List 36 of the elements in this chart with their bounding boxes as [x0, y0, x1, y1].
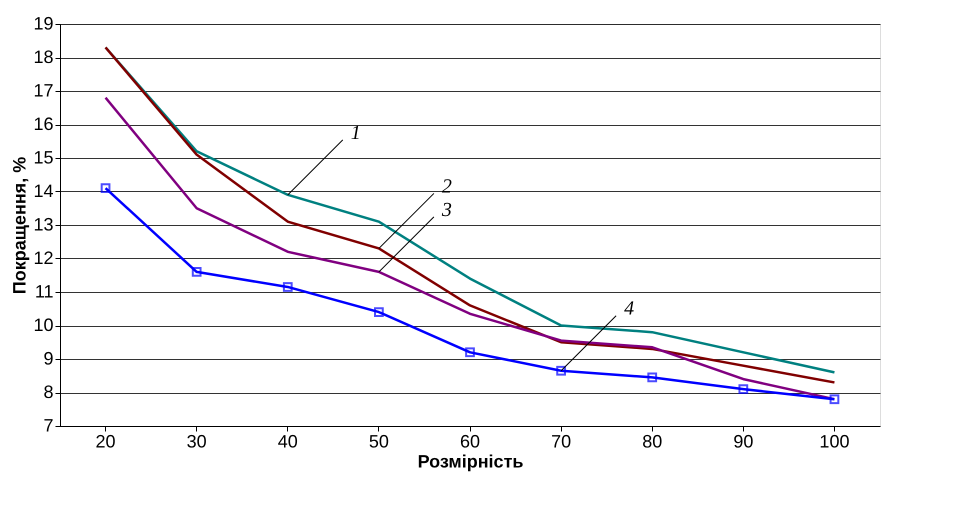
point [100, 183, 110, 194]
y-tick-label: 10 [33, 315, 54, 335]
y-tick-label: 18 [33, 47, 54, 67]
x-tick-label: 30 [186, 432, 207, 452]
x-axis-title: Розмірність [418, 452, 524, 472]
x-tick-label: 40 [278, 432, 298, 452]
x-tick-label: 60 [460, 432, 480, 452]
x-tick-label: 90 [733, 432, 754, 452]
y-tick-label: 13 [33, 214, 54, 234]
y-tick-label: 9 [43, 348, 54, 368]
point [465, 347, 475, 358]
y-tick-label: 7 [43, 416, 54, 436]
point [374, 307, 384, 317]
point [738, 384, 748, 394]
x-tick-label: 20 [96, 432, 116, 452]
y-tick-label: 17 [33, 80, 54, 100]
x-tick-label: 80 [642, 432, 662, 452]
y-tick-label: 14 [33, 181, 54, 201]
y-tick-label: 8 [43, 382, 54, 402]
y-tick-label: 12 [33, 248, 54, 268]
x-tick-label: 50 [368, 432, 389, 452]
annotation: 1 [350, 122, 361, 144]
point [647, 372, 658, 382]
point [556, 366, 566, 376]
y-tick-label: 11 [34, 282, 54, 302]
y-tick-label: 15 [33, 148, 54, 168]
y-tick-label: 19 [33, 14, 54, 34]
x-tick-label: 70 [551, 432, 572, 452]
y-axis-title: Покращення, % [9, 156, 30, 294]
point [282, 282, 293, 292]
point [830, 394, 840, 404]
x-tick-label: 100 [819, 432, 850, 452]
annotation: 3 [440, 198, 452, 221]
point [192, 267, 202, 277]
annotation: 4 [624, 298, 634, 320]
y-tick-label: 16 [33, 114, 54, 134]
